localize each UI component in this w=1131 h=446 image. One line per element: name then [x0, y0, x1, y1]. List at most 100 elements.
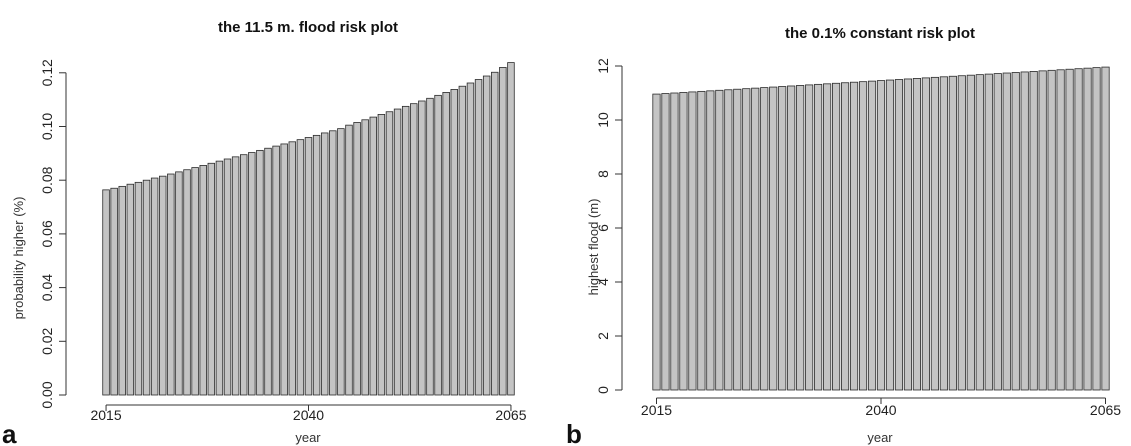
bar: [921, 77, 930, 391]
bar: [823, 83, 832, 391]
bar: [1038, 70, 1047, 391]
bar: [466, 82, 475, 396]
bar: [760, 87, 769, 391]
bar: [1047, 69, 1056, 391]
bar: [867, 80, 877, 391]
bar: [353, 122, 361, 396]
bar: [966, 74, 975, 391]
bar-series: [102, 62, 515, 396]
y-tick-label: 10: [595, 112, 611, 128]
bar: [993, 73, 1002, 391]
panel-b-constant-risk-chart: the 0.1% constant risk plot highest floo…: [566, 25, 1121, 446]
bar: [652, 93, 661, 391]
bar: [231, 156, 240, 396]
bar: [688, 91, 697, 391]
bar: [1101, 66, 1110, 391]
bar: [223, 158, 232, 396]
bar: [948, 75, 957, 391]
x-axis-label: year: [295, 430, 321, 445]
bar: [733, 88, 742, 391]
bar: [385, 111, 394, 396]
bar: [1092, 67, 1101, 391]
bar: [458, 85, 467, 396]
bar: [832, 82, 841, 391]
bar: [814, 83, 823, 391]
bar: [507, 62, 515, 396]
bar: [272, 145, 280, 396]
bar: [939, 76, 948, 391]
bar: [329, 130, 337, 396]
panel-letter: a: [2, 419, 17, 446]
bar: [280, 143, 288, 396]
bar: [134, 181, 143, 396]
bar: [482, 75, 491, 396]
bar-series: [652, 66, 1110, 391]
bar: [894, 79, 904, 391]
chart-title: the 11.5 m. flood risk plot: [218, 19, 398, 36]
bar: [858, 81, 868, 391]
bar: [1011, 72, 1020, 391]
bar: [288, 141, 297, 396]
bar: [110, 187, 118, 396]
x-tick-label: 2065: [495, 407, 526, 423]
bar: [876, 80, 886, 391]
axes: 0.00 0.02 0.04 0.06 0.08 0.10 0.12 2015 2040 2065: [39, 59, 527, 423]
bar: [975, 74, 984, 391]
bar: [393, 108, 402, 396]
bar: [706, 90, 715, 391]
bar: [264, 147, 272, 396]
bar: [418, 100, 426, 396]
bar: [426, 97, 434, 396]
x-tick-label: 2015: [90, 407, 121, 423]
y-tick-label: 0.04: [39, 274, 55, 301]
chart-title: the 0.1% constant risk plot: [785, 25, 975, 42]
y-tick-label: 6: [595, 224, 611, 232]
bar: [320, 132, 329, 396]
bar: [491, 71, 499, 396]
x-tick-label: 2015: [641, 402, 672, 418]
bar: [450, 89, 458, 396]
bar: [410, 103, 418, 396]
bar: [670, 92, 679, 391]
bar: [849, 81, 859, 391]
bar: [912, 78, 921, 391]
bar: [159, 175, 167, 396]
bar: [1083, 67, 1092, 391]
y-axis-label: probability higher (%): [11, 197, 26, 320]
bar: [239, 154, 248, 396]
bar: [312, 134, 321, 396]
bar: [499, 67, 507, 396]
bar: [118, 185, 126, 396]
bar: [369, 116, 377, 396]
bar: [361, 119, 369, 396]
bar: [102, 189, 110, 396]
bar: [377, 114, 386, 396]
bar: [796, 85, 805, 391]
x-tick-label: 2040: [293, 407, 324, 423]
bar: [442, 92, 450, 396]
bar: [175, 171, 183, 396]
y-tick-label: 0.10: [39, 113, 55, 140]
bar: [434, 94, 442, 396]
panel-a-flood-risk-chart: the 11.5 m. flood risk plot probability …: [2, 19, 527, 446]
bar: [769, 86, 778, 391]
bar: [183, 169, 191, 396]
bar: [296, 139, 305, 396]
bar: [984, 73, 993, 391]
panel-letter: b: [566, 419, 582, 446]
y-tick-label: 0.12: [39, 59, 55, 86]
bar: [126, 183, 135, 396]
bar: [724, 89, 733, 391]
bar: [345, 124, 353, 396]
bar: [401, 105, 410, 396]
y-tick-label: 0.08: [39, 166, 55, 193]
bar: [167, 173, 175, 396]
bar: [337, 128, 345, 396]
y-tick-label: 0: [595, 386, 611, 394]
y-tick-label: 8: [595, 170, 611, 178]
x-tick-label: 2065: [1090, 402, 1121, 418]
bar: [474, 79, 483, 396]
bar: [304, 137, 313, 396]
bar: [248, 152, 256, 396]
